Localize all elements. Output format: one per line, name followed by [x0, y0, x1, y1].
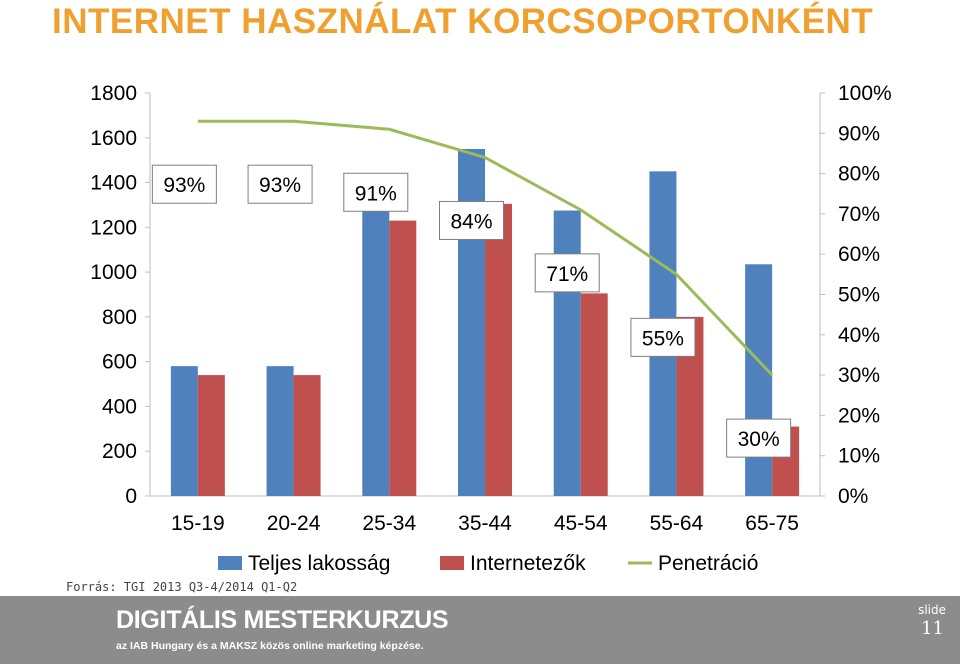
data-label-box [151, 164, 217, 204]
source-note: Forrás: TGI 2013 Q3-4/2014 Q1-Q2 [66, 580, 298, 594]
data-label: 55% [642, 327, 684, 350]
legend-label: Penetráció [658, 552, 758, 575]
y-left-tick-label: 1600 [90, 127, 137, 150]
y-left-tick-label: 1400 [90, 172, 137, 195]
y-right-tick-label: 0% [838, 485, 868, 508]
y-right-tick-label: 80% [838, 163, 880, 186]
footer-bar: DIGITÁLIS MESTERKURZUS az IAB Hungary és… [0, 596, 960, 664]
internet-usage-chart: 0 200 400 600 800 1000 1200 1400 1600 1800 0% 10% 20… [90, 82, 891, 575]
legend-swatch [218, 556, 242, 570]
y-left-tick-label: 1200 [90, 216, 137, 239]
y-left-tick-label: 1000 [90, 261, 137, 284]
bar-internetezok [485, 203, 512, 496]
bar-internetezok [197, 375, 225, 496]
bar-teljes-lakossag [266, 366, 294, 496]
slide-label: slide [918, 603, 946, 617]
bar-teljes-lakossag [362, 204, 390, 496]
y-left-tick-label: 0 [125, 485, 137, 508]
y-right-tick-label: 60% [838, 243, 880, 266]
brand-tagline: az IAB Hungary és a MAKSZ közös online m… [116, 640, 424, 652]
x-tick-label: 45-54 [554, 512, 608, 535]
y-right-tick-label: 10% [838, 445, 880, 468]
x-tick-label: 15-19 [171, 512, 225, 535]
y-right-tick-label: 30% [838, 364, 880, 387]
x-tick-label: 20-24 [267, 512, 321, 535]
data-label: 91% [355, 182, 397, 205]
data-label: 84% [450, 210, 492, 233]
brand-logo-text: DIGITÁLIS MESTERKURZUS [116, 606, 449, 634]
y-left-tick-label: 600 [102, 351, 137, 374]
legend-label: Teljes lakosság [248, 552, 390, 575]
penetration-line [197, 119, 774, 377]
penetration-line-group [197, 119, 774, 377]
data-label-box [726, 418, 792, 458]
x-tick-label: 55-64 [650, 512, 704, 535]
slide-number: 11 [921, 618, 944, 639]
data-label-box [534, 253, 600, 293]
y-left-tick-label: 200 [102, 440, 137, 463]
bar-teljes-lakossag [170, 366, 198, 496]
y-left-tick-label: 1800 [90, 82, 137, 105]
y-right-tick-label: 20% [838, 404, 880, 427]
data-label: 93% [259, 174, 301, 197]
bar-teljes-lakossag [745, 264, 773, 496]
data-label-box [247, 164, 313, 204]
y-right-tick-label: 70% [838, 203, 880, 226]
bar-internetezok [580, 293, 608, 496]
chart-axes: 0 200 400 600 800 1000 1200 1400 1600 1800 0% 10% 20… [90, 82, 891, 535]
legend-swatch [440, 556, 464, 570]
chart-legend: Teljes lakosság Internetezők Penetráció [218, 552, 758, 575]
y-left-tick-label: 400 [102, 395, 137, 418]
y-right-tick-label: 40% [838, 324, 880, 347]
x-tick-label: 65-75 [745, 512, 799, 535]
y-left-tick-label: 800 [102, 306, 137, 329]
x-tick-label: 25-34 [362, 512, 416, 535]
data-label: 30% [738, 428, 780, 451]
data-label-box [439, 200, 504, 240]
page-title: INTERNET HASZNÁLAT KORCSOPORTONKÉNT [52, 2, 874, 41]
data-label-box [343, 172, 409, 212]
y-right-tick-label: 50% [838, 284, 880, 307]
bar-internetezok [389, 220, 417, 496]
data-label-box [630, 317, 696, 357]
bar-internetezok [293, 375, 321, 496]
legend-label: Internetezők [470, 552, 586, 575]
data-label: 93% [163, 174, 205, 197]
y-right-tick-label: 90% [838, 122, 880, 145]
y-right-tick-label: 100% [838, 82, 892, 105]
bar-teljes-lakossag [553, 210, 581, 496]
data-label: 71% [546, 263, 588, 286]
x-tick-label: 35-44 [458, 512, 512, 535]
data-labels: 93% 93% 91% 84% 71% 55% 30% [151, 164, 792, 458]
